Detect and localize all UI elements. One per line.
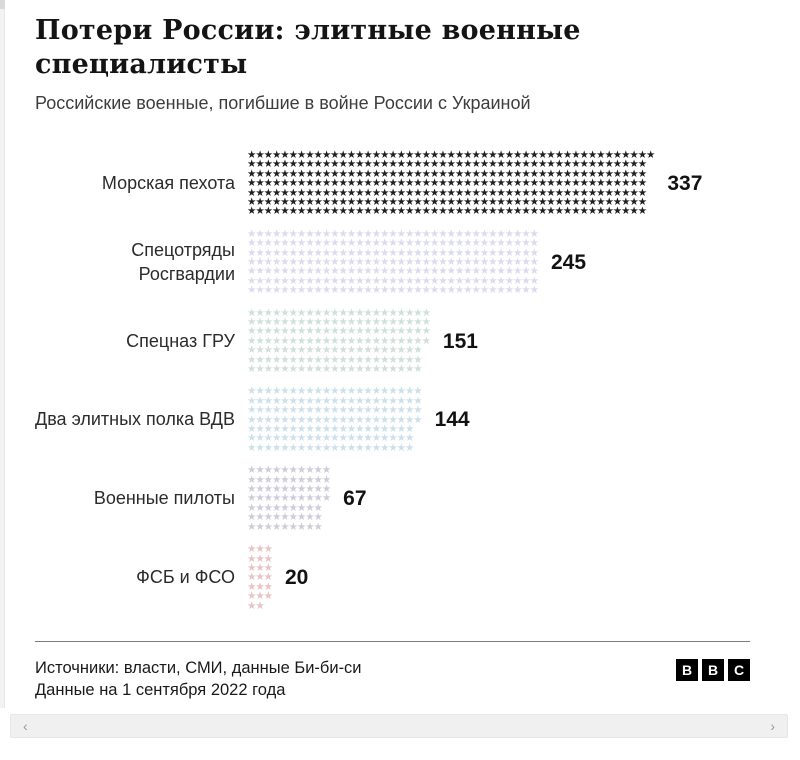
chart-row: Морская пехота ★★★★★★★★★★★★★★★★★★★★★★★★★★…: [35, 148, 750, 218]
row-label: Спецназ ГРУ: [126, 330, 235, 351]
source-line-2: Данные на 1 сентября 2022 года: [35, 681, 286, 700]
star-pictogram: ★★★★★★★★★★★★★★★★★★★★★★★★★★★★★★★★★★★★★★★★…: [247, 227, 539, 297]
chart-footer: Источники: власти, СМИ, данные Би-би-си …: [35, 657, 750, 702]
row-label: Военные пилоты: [93, 488, 235, 509]
horizontal-scrollbar[interactable]: ‹ ›: [10, 714, 788, 738]
star-pictogram: ★★★★★★★★★★★★★★★★★★★★★★★★★★★★★★★★★★★★★★★★…: [247, 385, 423, 454]
left-scroll-thumb: [0, 0, 5, 9]
chart-row: Два элитных полка ВДВ ★★★★★★★★★★★★★★★★★★★…: [35, 385, 750, 454]
row-value: 20: [284, 566, 309, 590]
source-line-1: Источники: власти, СМИ, данные Би-би-си: [35, 658, 362, 677]
row-label: Морская пехота: [101, 172, 235, 193]
row-label: ФСБ и ФСО: [136, 567, 235, 588]
row-value: 337: [667, 171, 703, 195]
chart-row: Спецназ ГРУ ★★★★★★★★★★★★★★★★★★★★★★ ★★★★★★★…: [35, 306, 750, 376]
pictogram-chart: Морская пехота ★★★★★★★★★★★★★★★★★★★★★★★★★★…: [35, 148, 750, 612]
row-label: Спецотряды Росгвардии: [131, 239, 235, 284]
scroll-right-icon[interactable]: ›: [770, 718, 775, 734]
bbc-logo-letter: B: [702, 658, 724, 681]
star-pictogram: ★★★ ★★★ ★★★ ★★★ ★★★ ★★★ ★★: [247, 543, 273, 612]
star-pictogram: ★★★★★★★★★★★★★★★★★★★★★★★★★★★★★★★★★★★★★★★★…: [247, 148, 655, 218]
bbc-logo-letter: B: [676, 658, 698, 681]
chart-subtitle: Российские военные, погибшие в войне Рос…: [35, 92, 531, 113]
row-value: 144: [434, 408, 470, 432]
chart-row: Спецотряды Росгвардии ★★★★★★★★★★★★★★★★★★★…: [35, 227, 750, 297]
star-pictogram: ★★★★★★★★★★★★★★★★★★★★★★★★★★★★★★★★★★★★★★★★…: [247, 306, 431, 376]
bbc-logo-letter: C: [728, 658, 750, 681]
page-title: Потери России: элитные военные специалис…: [35, 15, 581, 80]
source-note: Источники: власти, СМИ, данные Би-би-си …: [35, 657, 362, 702]
chart-card: Потери России: элитные военные специалис…: [35, 15, 750, 702]
row-value: 67: [343, 487, 367, 511]
row-value: 151: [442, 329, 478, 353]
chart-row: ФСБ и ФСО ★★★ ★★★ ★★★ ★★★ ★★★ ★★★ ★★ 20: [35, 543, 750, 612]
row-value: 245: [550, 250, 587, 274]
footer-divider: [35, 640, 750, 642]
row-label: Два элитных полка ВДВ: [35, 409, 235, 430]
left-scroll-track: [0, 0, 5, 708]
bbc-logo: B B C: [676, 658, 750, 681]
chart-row: Военные пилоты ★★★★★★★★★★ ★★★★★★★★★★ ★★★★★★…: [35, 464, 750, 533]
star-pictogram: ★★★★★★★★★★★★★★★★★★★★★★★★★★★★★★★★★★★★★★★★…: [247, 464, 331, 533]
scroll-left-icon[interactable]: ‹: [23, 718, 28, 734]
